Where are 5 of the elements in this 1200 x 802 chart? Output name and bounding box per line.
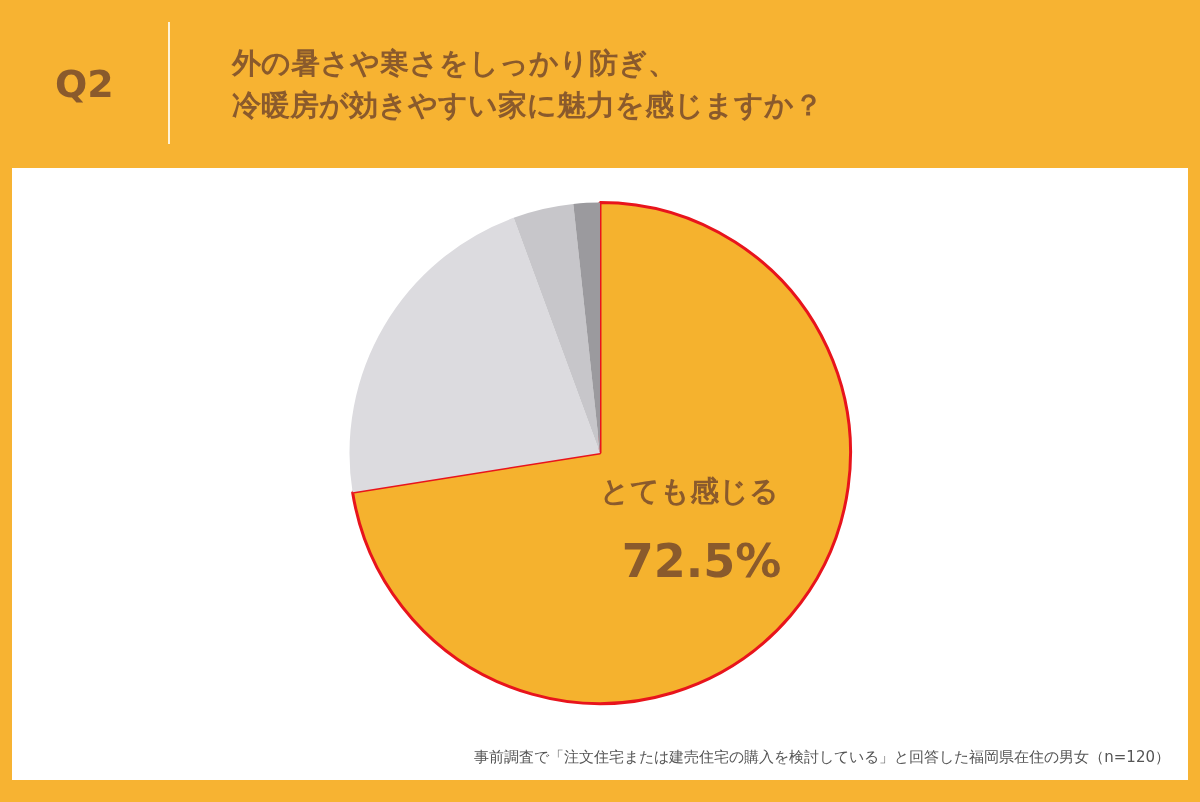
chart-title: Q2 bbox=[55, 62, 114, 106]
data-label: 72.5% bbox=[621, 534, 782, 589]
chart-subtitle: 外の暑さや寒さをしっかり防ぎ、冷暖房が効きやすい家に魅力を感じますか？ bbox=[232, 45, 823, 124]
text: 事前調査で「注文住宅または建売住宅の購入を検討している」と回答した福岡県在住の男女（n=120） bbox=[474, 748, 1170, 767]
slice-label: とても感じる bbox=[600, 473, 780, 508]
